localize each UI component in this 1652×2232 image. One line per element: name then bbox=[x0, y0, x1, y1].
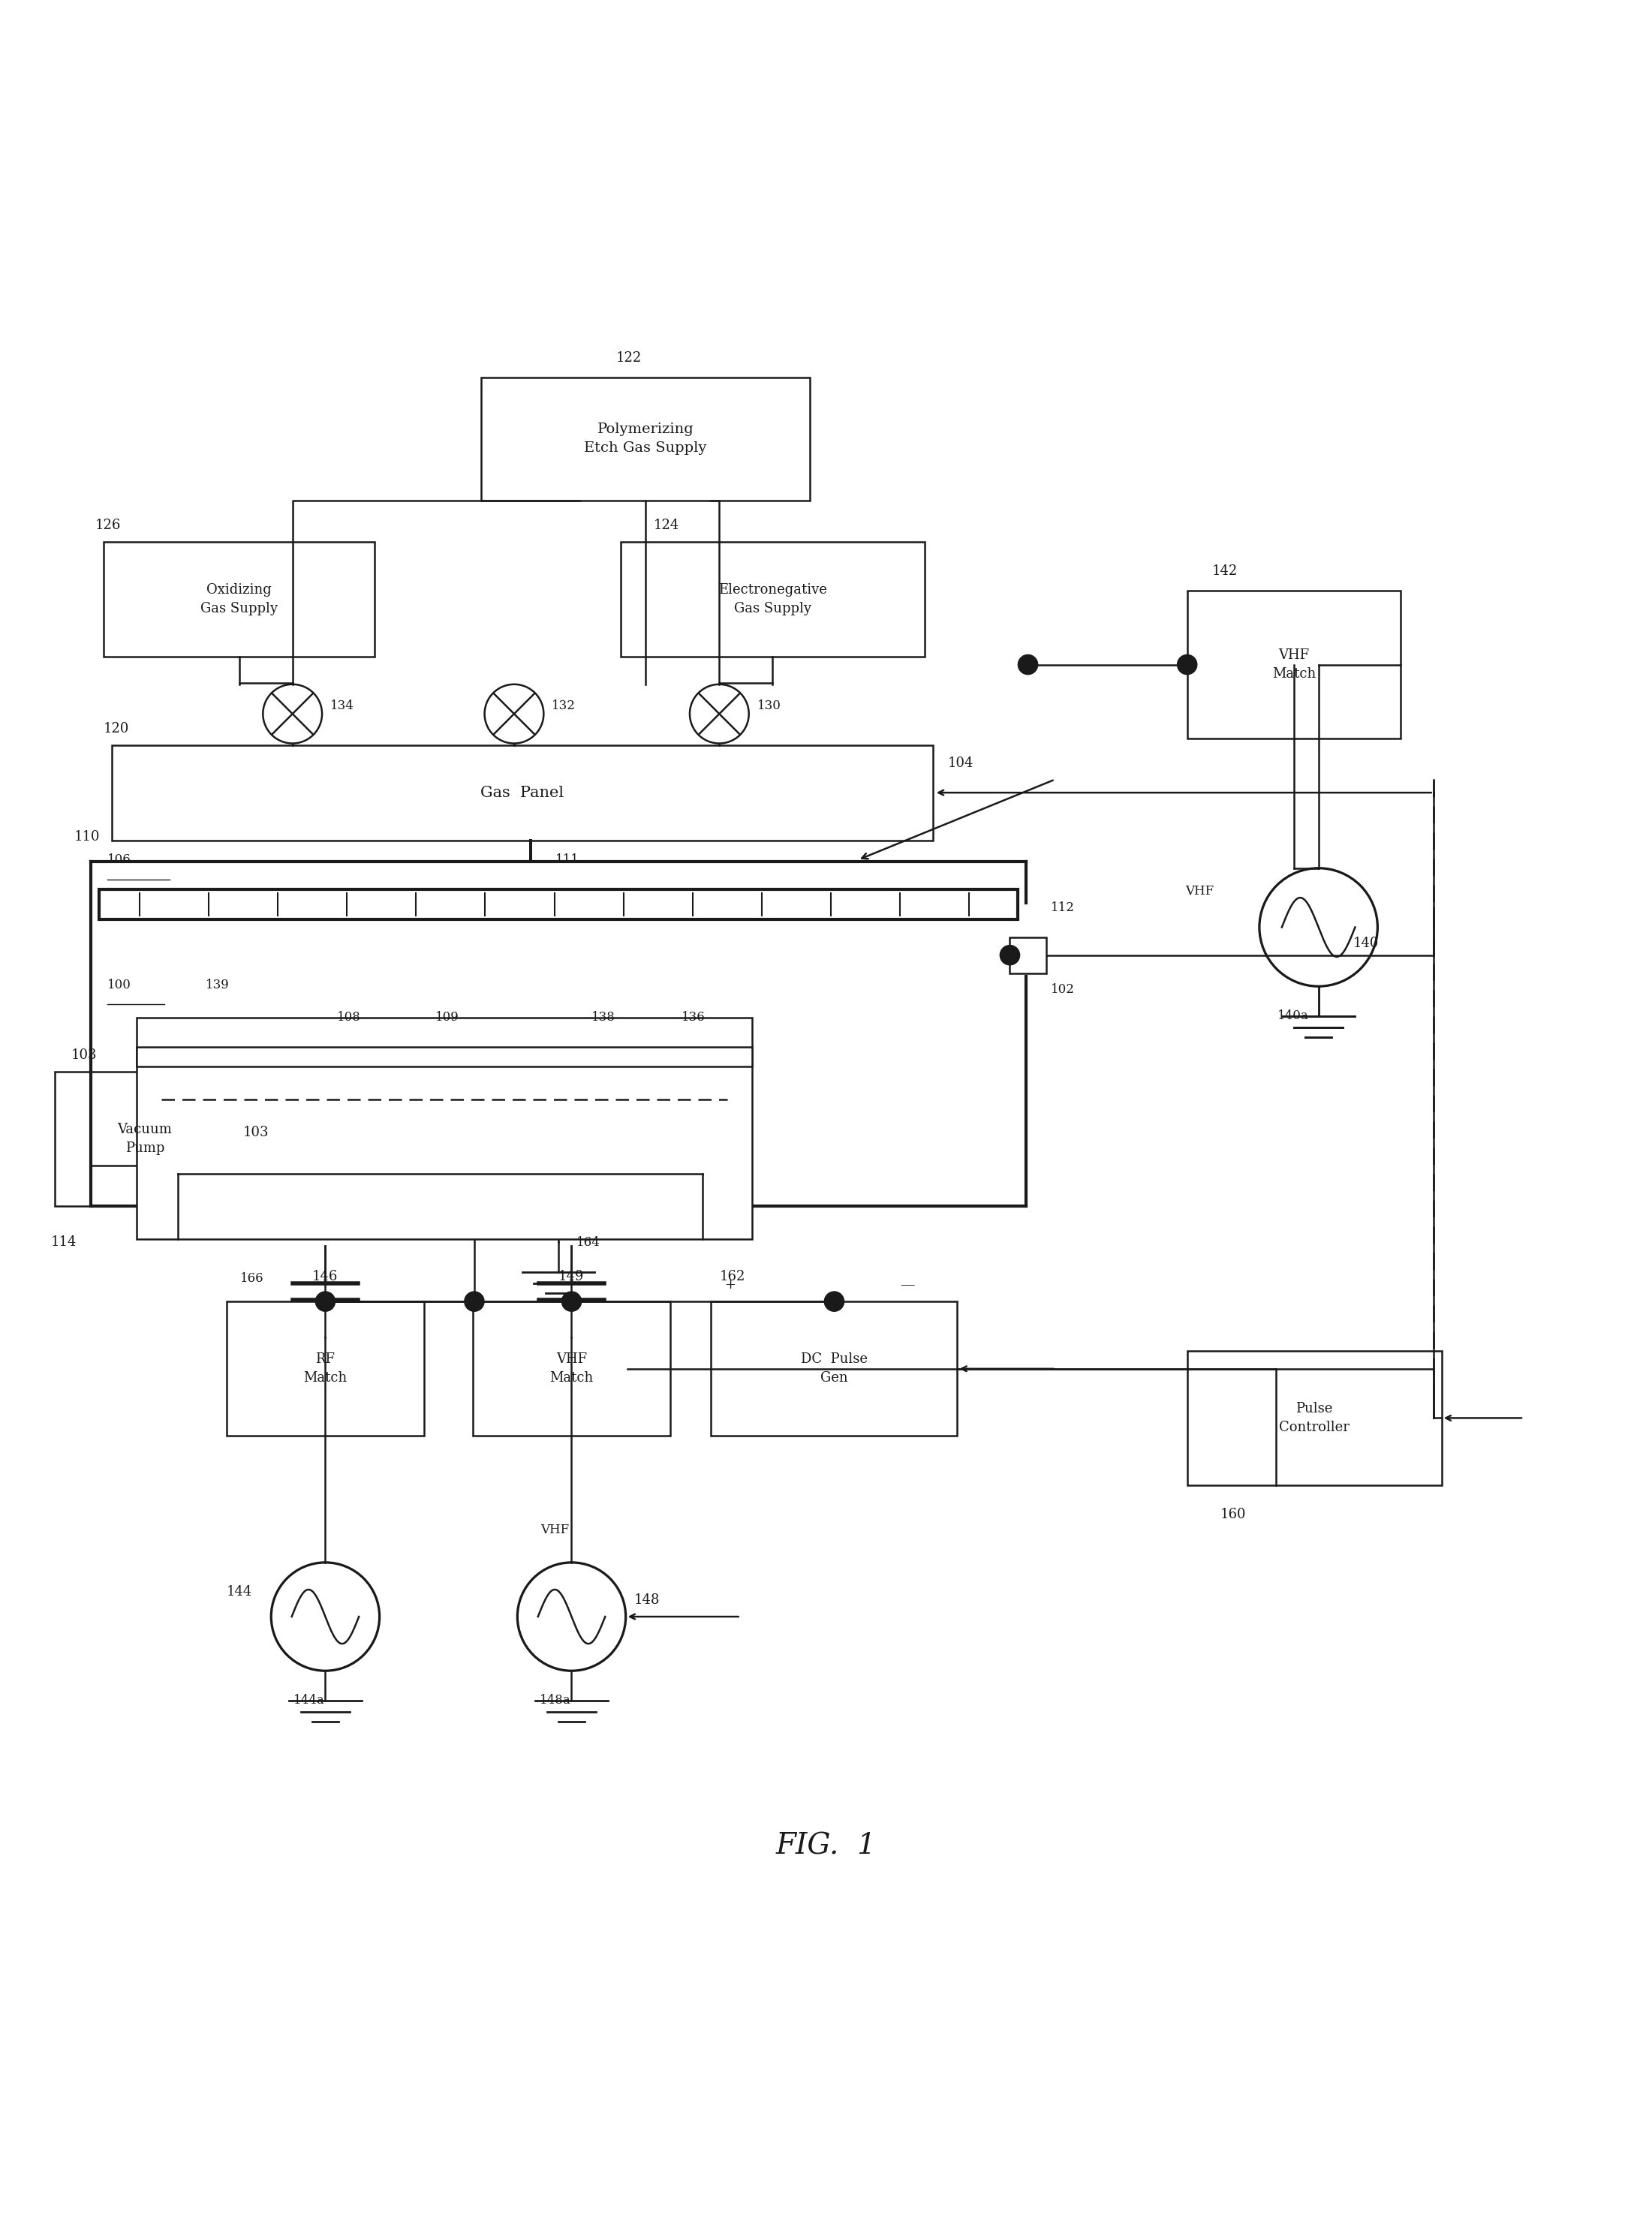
Bar bbox=[226, 1301, 425, 1435]
Text: 114: 114 bbox=[51, 1237, 78, 1250]
Circle shape bbox=[1018, 654, 1037, 674]
Bar bbox=[1188, 1350, 1442, 1484]
Text: 139: 139 bbox=[205, 978, 230, 991]
Text: 162: 162 bbox=[719, 1270, 745, 1283]
Text: 149: 149 bbox=[558, 1270, 585, 1283]
Text: 138: 138 bbox=[591, 1011, 615, 1024]
Text: +: + bbox=[724, 1279, 735, 1292]
Text: VHF
Match: VHF Match bbox=[1272, 650, 1315, 681]
Text: 106: 106 bbox=[107, 853, 131, 866]
Text: 160: 160 bbox=[1219, 1509, 1246, 1522]
Circle shape bbox=[316, 1292, 335, 1312]
Bar bbox=[99, 891, 1018, 920]
Text: Electronegative
Gas Supply: Electronegative Gas Supply bbox=[719, 583, 828, 616]
Text: VHF
Match: VHF Match bbox=[550, 1353, 593, 1384]
Circle shape bbox=[464, 1292, 484, 1312]
Text: 166: 166 bbox=[240, 1272, 264, 1286]
Circle shape bbox=[824, 1292, 844, 1312]
Text: 140a: 140a bbox=[1277, 1009, 1308, 1022]
Text: 148: 148 bbox=[634, 1594, 659, 1607]
Bar bbox=[137, 1018, 752, 1239]
Text: 100: 100 bbox=[107, 978, 131, 991]
Text: 103: 103 bbox=[71, 1049, 97, 1062]
Text: Oxidizing
Gas Supply: Oxidizing Gas Supply bbox=[200, 583, 278, 616]
Text: 134: 134 bbox=[330, 699, 354, 712]
Text: DC  Pulse
Gen: DC Pulse Gen bbox=[801, 1353, 867, 1384]
Text: 102: 102 bbox=[1051, 984, 1075, 995]
Circle shape bbox=[562, 1292, 582, 1312]
Bar bbox=[481, 377, 809, 500]
Text: 120: 120 bbox=[104, 721, 129, 734]
Text: 132: 132 bbox=[552, 699, 577, 712]
Text: 136: 136 bbox=[682, 1011, 705, 1024]
Text: 122: 122 bbox=[616, 350, 643, 364]
Text: 142: 142 bbox=[1213, 565, 1237, 578]
Circle shape bbox=[999, 946, 1019, 964]
Bar bbox=[621, 542, 925, 656]
Bar bbox=[1188, 591, 1401, 739]
Text: 110: 110 bbox=[74, 830, 101, 844]
Text: 104: 104 bbox=[948, 757, 975, 770]
Text: 108: 108 bbox=[337, 1011, 360, 1024]
Text: RF
Match: RF Match bbox=[304, 1353, 347, 1384]
Text: VHF: VHF bbox=[1186, 884, 1214, 897]
Text: —: — bbox=[900, 1279, 915, 1292]
Text: Gas  Panel: Gas Panel bbox=[481, 786, 563, 799]
Text: 109: 109 bbox=[436, 1011, 459, 1024]
Bar bbox=[104, 542, 375, 656]
Bar bbox=[472, 1301, 671, 1435]
Text: Pulse
Controller: Pulse Controller bbox=[1279, 1402, 1350, 1435]
Text: FIG.  1: FIG. 1 bbox=[776, 1832, 876, 1859]
Text: 164: 164 bbox=[577, 1237, 600, 1248]
Text: 112: 112 bbox=[1051, 902, 1075, 913]
Bar bbox=[55, 1071, 235, 1205]
Text: 103: 103 bbox=[243, 1125, 269, 1138]
Text: 144a: 144a bbox=[294, 1694, 324, 1707]
Text: 148a: 148a bbox=[540, 1694, 572, 1707]
Text: 130: 130 bbox=[757, 699, 781, 712]
Circle shape bbox=[1178, 654, 1198, 674]
Text: 146: 146 bbox=[312, 1270, 339, 1283]
Bar bbox=[137, 1047, 752, 1067]
Text: Polymerizing
Etch Gas Supply: Polymerizing Etch Gas Supply bbox=[585, 422, 707, 455]
Bar bbox=[112, 745, 933, 839]
Text: VHF: VHF bbox=[540, 1522, 570, 1536]
Bar bbox=[710, 1301, 957, 1435]
Text: 111: 111 bbox=[555, 853, 580, 866]
Text: 140: 140 bbox=[1353, 937, 1379, 951]
Text: 124: 124 bbox=[654, 518, 679, 531]
Text: Vacuum
Pump: Vacuum Pump bbox=[117, 1123, 172, 1156]
Text: 126: 126 bbox=[96, 518, 121, 531]
Text: 144: 144 bbox=[226, 1585, 253, 1598]
Bar bbox=[1009, 937, 1046, 973]
